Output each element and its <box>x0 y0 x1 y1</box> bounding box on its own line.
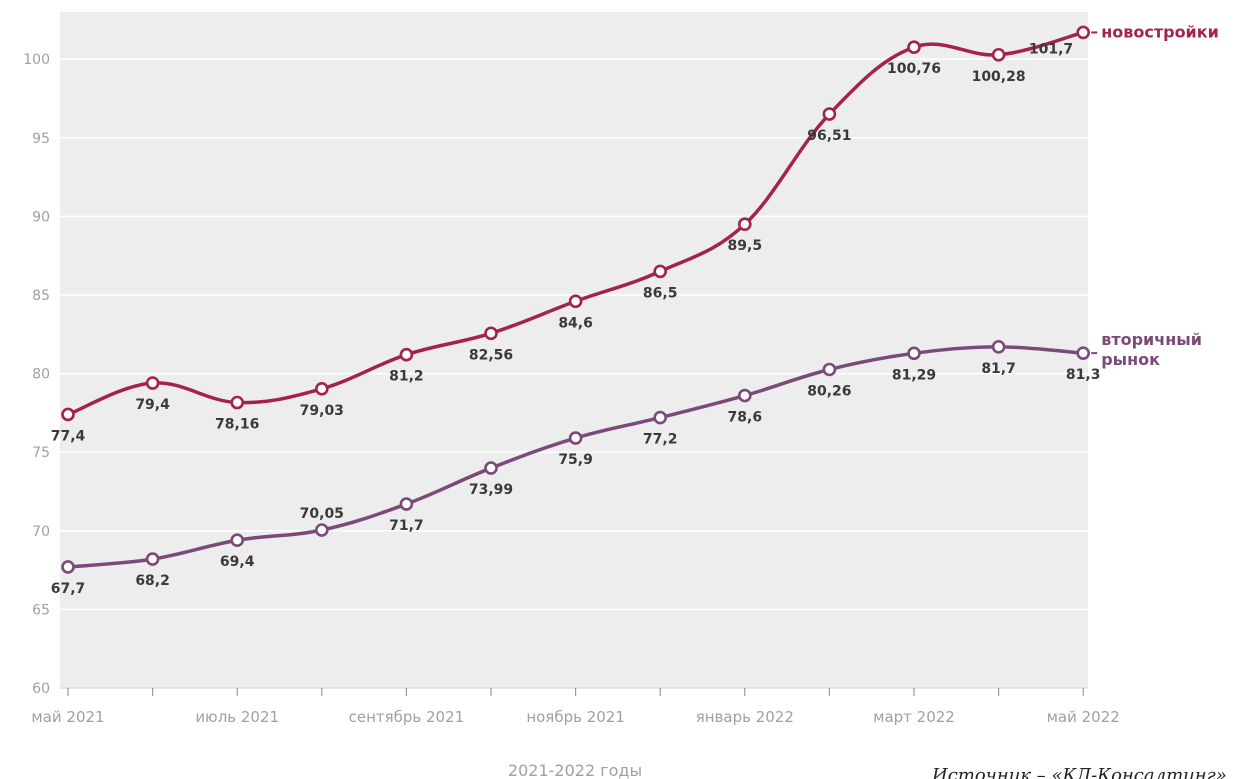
x-tick-label: январь 2022 <box>696 708 794 726</box>
data-label: 89,5 <box>728 238 763 254</box>
x-axis: май 2021 июль 2021 сентябрь 2021 ноябрь 202… <box>31 687 1120 726</box>
series-novostroyki: 77,4 79,4 78,16 79,03 81,2 82,56 84,6 86,5 89,5 9… <box>51 22 1219 444</box>
data-label: 84,6 <box>558 315 593 331</box>
data-point <box>230 395 244 410</box>
data-point <box>653 264 668 279</box>
data-label: 70,05 <box>300 506 344 522</box>
x-axis-title: 2021-2022 годы <box>508 761 642 779</box>
data-label: 81,3 <box>1066 367 1101 383</box>
data-point <box>1076 346 1090 360</box>
data-point <box>568 431 583 445</box>
x-tick-label: май 2022 <box>1047 708 1120 726</box>
data-point <box>1076 25 1090 40</box>
data-point <box>399 347 414 362</box>
data-point <box>145 376 160 390</box>
series-group: 77,4 79,4 78,16 79,03 81,2 82,56 84,6 86,5 89,5 9… <box>51 22 1219 597</box>
data-point <box>314 523 329 537</box>
data-label: 100,76 <box>887 61 941 77</box>
series-vtorichny: 67,7 68,2 69,4 70,05 71,7 73,99 75,9 77,2 78,6 80… <box>51 330 1202 597</box>
data-point <box>737 388 752 403</box>
data-point <box>737 217 752 232</box>
data-point <box>907 40 921 55</box>
x-tick-label: ноябрь 2021 <box>526 708 625 726</box>
data-label: 78,16 <box>215 417 259 433</box>
y-tick-label: 65 <box>32 602 50 618</box>
series-name-label: новостройки <box>1101 22 1219 41</box>
x-tick-label: июль 2021 <box>195 708 279 726</box>
data-label: 80,26 <box>807 383 851 399</box>
data-point <box>314 382 329 396</box>
data-point <box>653 410 668 425</box>
y-axis-ticks: 60 65 70 75 80 85 90 95 100 <box>23 52 50 697</box>
y-tick-label: 80 <box>32 367 50 383</box>
data-label: 78,6 <box>728 410 763 426</box>
data-point <box>399 497 414 511</box>
data-point <box>484 326 498 341</box>
data-label: 69,4 <box>220 554 255 570</box>
data-point <box>822 362 837 377</box>
y-tick-label: 100 <box>23 52 50 68</box>
data-point <box>991 47 1006 62</box>
data-label: 86,5 <box>643 285 678 301</box>
y-tick-label: 60 <box>32 681 50 697</box>
data-point <box>991 340 1006 354</box>
data-label: 101,7 <box>1029 41 1073 57</box>
data-point <box>145 552 160 566</box>
data-label: 67,7 <box>51 581 86 597</box>
x-tick-label: март 2022 <box>873 708 955 726</box>
data-label: 100,28 <box>972 69 1026 85</box>
data-label: 68,2 <box>135 573 170 589</box>
data-point <box>61 407 75 422</box>
data-label: 77,4 <box>51 428 86 444</box>
data-point <box>230 533 244 548</box>
data-label: 77,2 <box>643 432 678 448</box>
x-tick-label: май 2021 <box>31 708 104 726</box>
data-label: 81,29 <box>892 367 936 383</box>
data-label: 73,99 <box>469 482 513 498</box>
y-tick-label: 85 <box>32 288 50 304</box>
y-tick-label: 75 <box>32 445 50 461</box>
data-label: 81,2 <box>389 369 424 385</box>
y-tick-label: 95 <box>32 131 50 147</box>
data-label: 96,51 <box>807 128 851 144</box>
data-label: 82,56 <box>469 347 513 363</box>
data-label: 81,7 <box>981 361 1016 377</box>
data-label: 79,4 <box>135 397 170 413</box>
data-label: 75,9 <box>558 452 593 468</box>
data-point <box>484 461 498 475</box>
data-point <box>61 560 75 574</box>
y-tick-label: 90 <box>32 209 50 225</box>
data-label: 79,03 <box>300 403 344 419</box>
x-tick-label: сентябрь 2021 <box>349 708 465 726</box>
source-note: Источник – «КД-Консалтинг» <box>931 765 1227 779</box>
y-tick-label: 70 <box>32 524 50 540</box>
data-label: 71,7 <box>389 518 424 534</box>
data-point <box>568 294 583 309</box>
series-name-label: вторичный рынок <box>1101 330 1202 369</box>
data-point <box>822 107 837 121</box>
data-point <box>907 346 921 361</box>
